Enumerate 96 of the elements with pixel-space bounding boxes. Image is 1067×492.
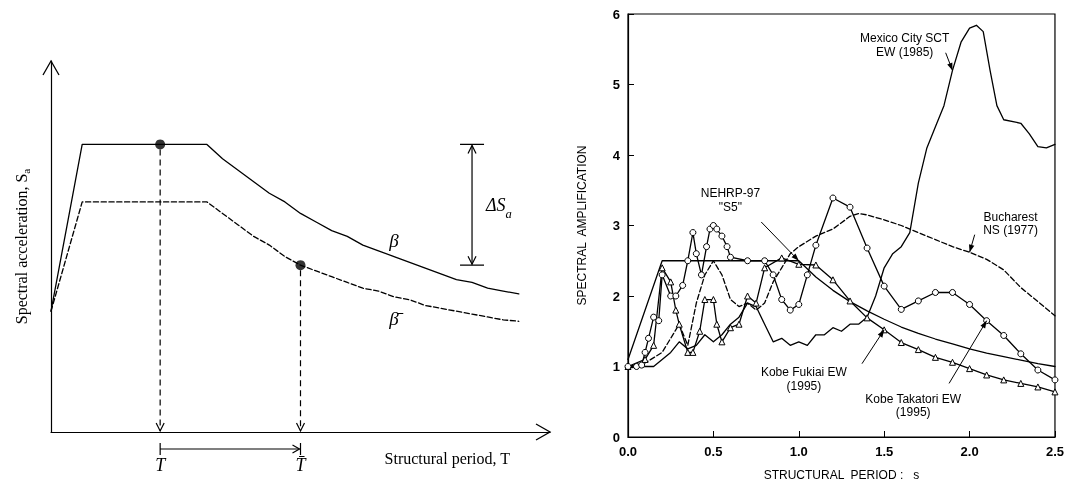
annotation: ΔS$_{a}$ [485, 194, 512, 221]
x-tick-label: 1.0 [789, 444, 808, 459]
point [1051, 376, 1059, 384]
point [638, 361, 646, 369]
x-tick-label: 1.5 [875, 444, 894, 459]
x-tick-label: T̄ [295, 455, 308, 475]
point [1017, 350, 1025, 358]
y-tick-label: 1 [612, 359, 620, 374]
point [701, 296, 709, 304]
point [684, 257, 692, 265]
point [931, 288, 939, 296]
point [692, 250, 700, 258]
point [744, 292, 752, 300]
point [761, 264, 769, 272]
point [863, 314, 871, 322]
point [966, 300, 974, 308]
point [1017, 379, 1025, 387]
point [880, 282, 888, 290]
x-axis-title: STRUCTURAL PERIOD : s [763, 468, 920, 482]
text: Kobe Takatori EW (1995) [865, 391, 962, 420]
point [761, 257, 769, 265]
point [641, 348, 649, 356]
point [689, 348, 697, 356]
point [863, 244, 871, 252]
point [949, 288, 956, 296]
point [897, 305, 905, 313]
x-tick-label: 0.5 [704, 444, 723, 459]
point [726, 324, 734, 332]
point [735, 320, 743, 328]
point [703, 243, 711, 251]
point [1000, 376, 1008, 384]
series-label: Mexico City SCT EW (1985) [860, 31, 951, 60]
point [812, 261, 820, 269]
series-label: β [388, 230, 400, 252]
point [829, 194, 837, 202]
point [786, 306, 794, 314]
point [829, 276, 837, 284]
point [778, 254, 786, 262]
series-label: Bucharest NS (1977) [983, 209, 1039, 238]
x-axis-title: Structural period, T [384, 449, 511, 468]
point [914, 297, 922, 305]
point [709, 296, 717, 304]
y-tick-label: 5 [612, 77, 620, 92]
point [658, 271, 666, 279]
point [744, 257, 752, 265]
point [684, 348, 692, 356]
x-tick-label: 0.0 [618, 444, 638, 459]
y-axis-title: SPECTRAL AMPLIFICATION [575, 145, 589, 306]
point [658, 264, 666, 272]
point [812, 241, 820, 249]
point [769, 271, 777, 279]
point [1034, 366, 1042, 374]
y-tick-label: 4 [612, 147, 621, 163]
y-tick-label: 2 [612, 288, 620, 304]
point [966, 365, 974, 373]
series-label: β̄ [388, 308, 404, 330]
point [672, 306, 680, 314]
point [655, 317, 663, 325]
y-tick-label: 0 [612, 429, 620, 445]
text: Kobe Fukiai EW (1995) [760, 364, 848, 393]
point [645, 334, 652, 342]
point [1034, 383, 1042, 391]
point [713, 320, 721, 328]
point [697, 271, 705, 279]
point [726, 253, 734, 261]
point [897, 339, 905, 347]
point [752, 299, 760, 307]
point [650, 313, 658, 321]
point [723, 243, 731, 251]
point [718, 232, 726, 240]
point [1051, 388, 1059, 396]
point [696, 327, 704, 335]
point [795, 260, 803, 268]
point [667, 278, 675, 286]
point [846, 203, 854, 211]
point [931, 353, 939, 361]
point [795, 300, 803, 308]
point [948, 358, 956, 366]
x-tick-label: 2.5 [1045, 444, 1064, 459]
point [914, 346, 922, 354]
point [713, 225, 721, 233]
point [672, 292, 680, 300]
point [679, 281, 687, 289]
x-tick-label: T [155, 455, 168, 475]
point [718, 338, 726, 346]
text: NEHRP-97 "S5" [700, 185, 761, 214]
point [689, 229, 697, 237]
y-tick-label: 6 [612, 6, 620, 22]
point [1000, 331, 1008, 339]
y-axis-title: Spectral acceleration, Sa [13, 168, 32, 325]
x-tick-label: 2.0 [960, 444, 979, 459]
point [778, 296, 786, 304]
point [803, 271, 811, 279]
point [983, 371, 991, 379]
point [650, 341, 658, 349]
y-tick-label: 3 [612, 218, 620, 233]
